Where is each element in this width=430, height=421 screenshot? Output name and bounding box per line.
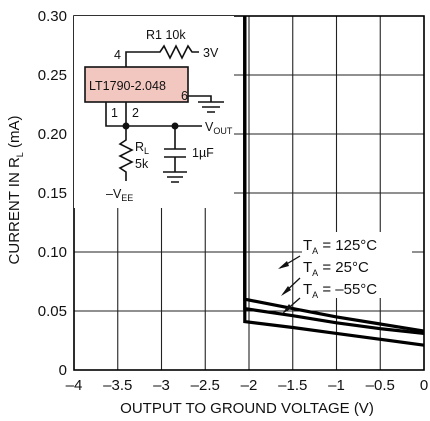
x-tick-label: –3	[153, 377, 170, 394]
x-tick-label: –3.5	[103, 377, 132, 394]
y-tick-labels: 0 0.05 0.10 0.15 0.20 0.25 0.30	[38, 8, 67, 379]
grid-lines	[73, 15, 425, 371]
series-line-2	[243, 16, 425, 347]
y-tick-label: 0.10	[38, 244, 67, 261]
x-tick-label: –0.5	[366, 377, 395, 394]
pin-6-label: 6	[181, 89, 188, 103]
annotations: TA = 125°C TA = 25°C TA = –55°C	[278, 232, 412, 314]
x-axis-label: OUTPUT TO GROUND VOLTAGE (V)	[120, 400, 374, 417]
y-tick-label: 0.25	[38, 67, 67, 84]
annotation-neg55c: TA = –55°C	[303, 281, 377, 300]
annotation-arrowhead-25c	[281, 286, 291, 296]
x-tick-label: 0	[420, 377, 428, 394]
cap-value: 1µF	[192, 146, 214, 160]
x-tick-label: –1	[328, 377, 345, 394]
rl-resistor	[118, 126, 134, 181]
pin-2-label: 2	[132, 106, 139, 120]
y-axis-label: CURRENT IN RL (mA)	[6, 116, 25, 265]
pin-4-label: 4	[114, 48, 121, 62]
r1-label: R1 10k	[146, 28, 186, 42]
vee-label: –VEE	[106, 187, 133, 203]
annotation-arrowhead-neg55c	[282, 304, 292, 314]
circuit-inset: R1 10k 3V 4 LT1790-2.048 6 1 2 VOUT RL 5…	[74, 16, 234, 208]
y-tick-label: 0.15	[38, 185, 67, 202]
x-tick-label: –4	[66, 377, 83, 394]
supply-label: 3V	[203, 46, 219, 60]
ground-pin6	[188, 95, 224, 113]
x-tick-label: –2.5	[191, 377, 220, 394]
rl-label: RL	[135, 140, 149, 156]
chip-label: LT1790-2.048	[89, 79, 166, 93]
capacitor	[163, 126, 187, 183]
annotation-125c: TA = 125°C	[303, 237, 377, 256]
y-tick-label: 0.05	[38, 303, 67, 320]
rl-value: 5k	[135, 157, 149, 171]
annotation-25c: TA = 25°C	[303, 259, 369, 278]
series-group	[243, 16, 425, 347]
pin-1-wire	[105, 102, 126, 127]
chip-body	[84, 66, 189, 103]
x-tick-label: –2	[241, 377, 258, 394]
r1-resistor	[125, 44, 199, 67]
x-tick-labels: –4 –3.5 –3 –2.5 –2 –1.5 –1 –0.5 0	[66, 377, 429, 394]
x-tick-label: –1.5	[278, 377, 307, 394]
y-tick-label: 0.30	[38, 8, 67, 25]
y-tick-label: 0	[59, 362, 67, 379]
annotation-arrowhead-125c	[278, 261, 289, 269]
pin-1-label: 1	[111, 106, 118, 120]
vout-label: VOUT	[205, 120, 233, 136]
y-tick-label: 0.20	[38, 126, 67, 143]
